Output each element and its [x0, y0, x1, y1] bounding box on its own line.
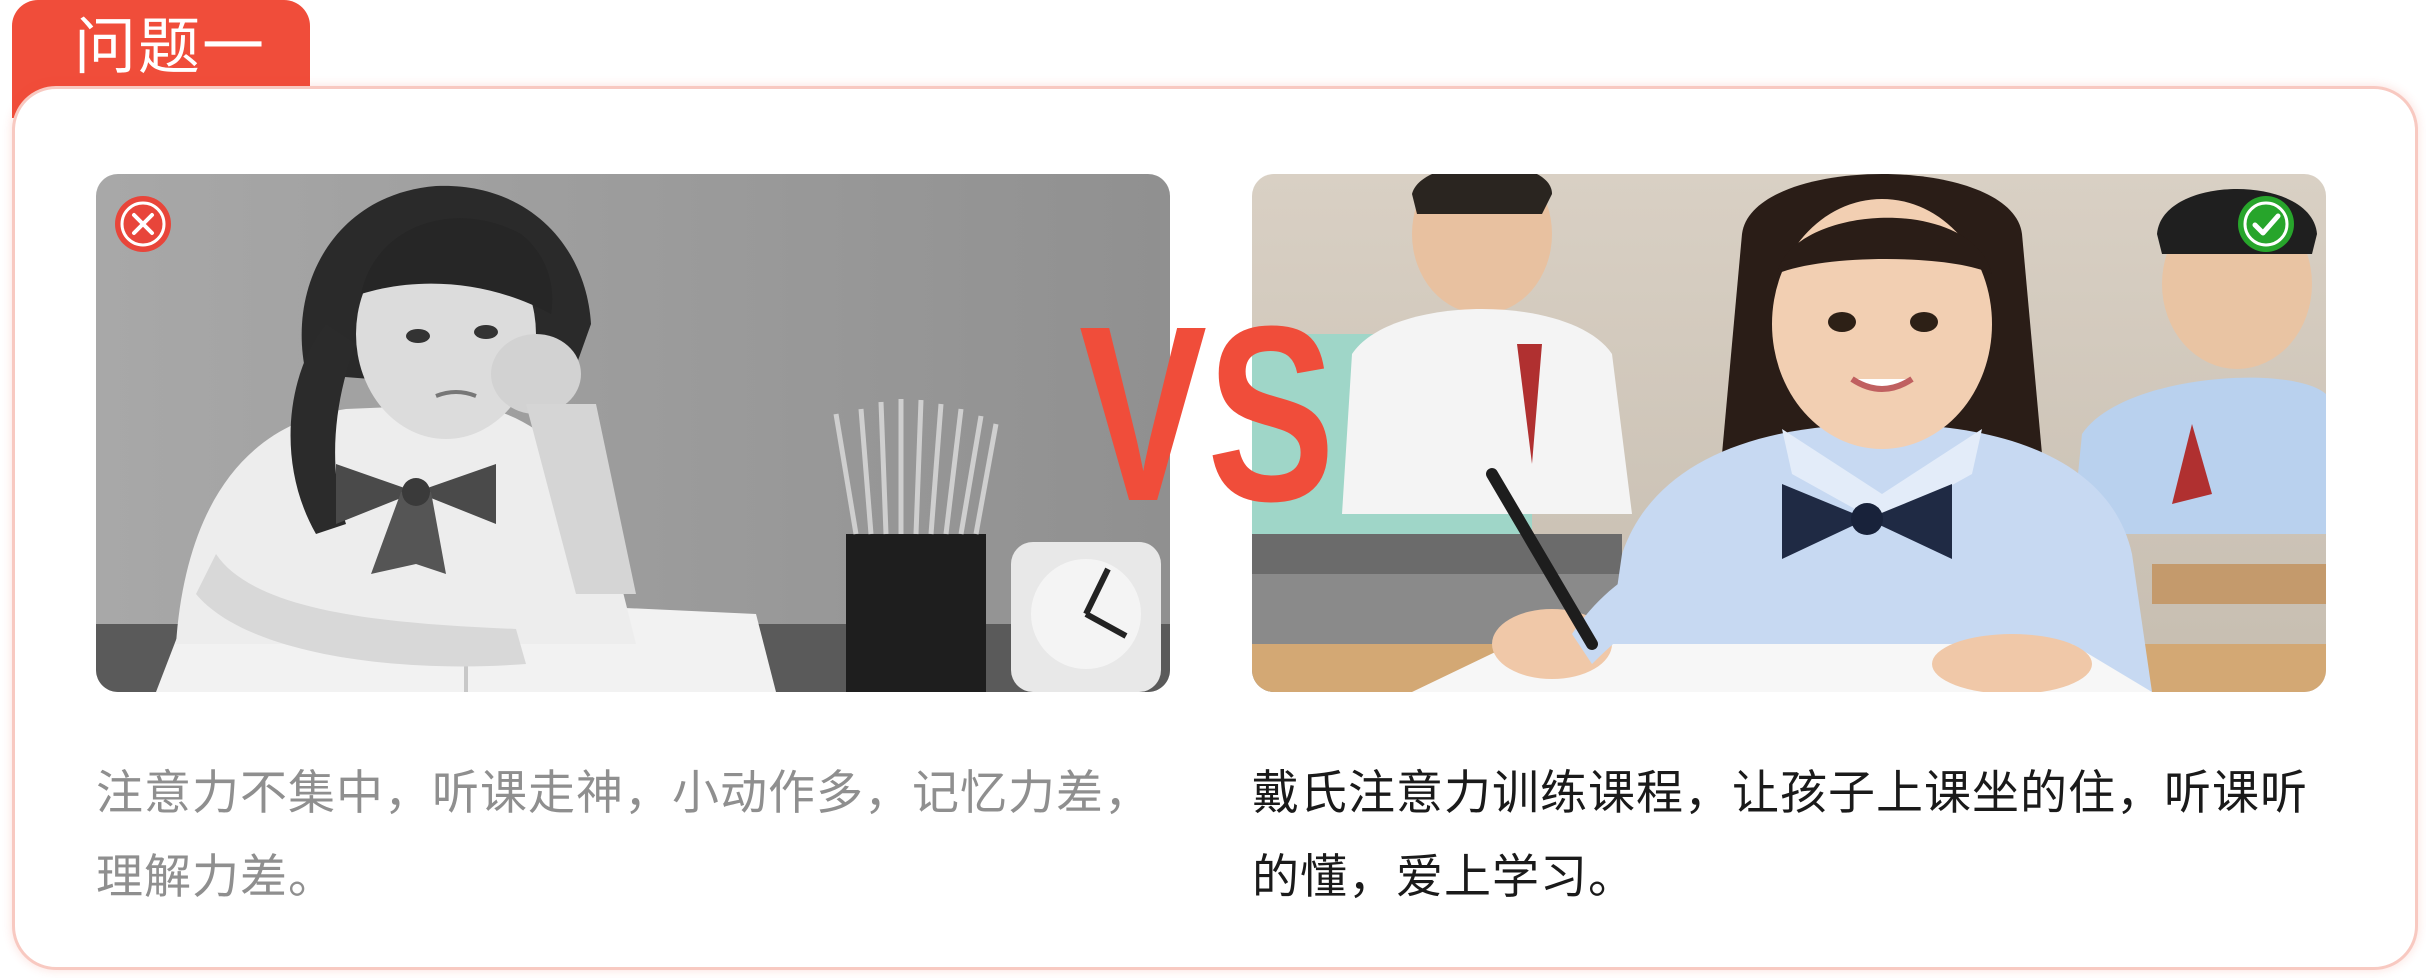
vs-text: VS [1079, 300, 1335, 520]
vs-mark: VS [1076, 300, 1338, 520]
problem-tab-label: 问题一 [74, 10, 267, 83]
check-icon [2238, 196, 2294, 252]
cross-icon [115, 196, 171, 252]
before-photo [96, 174, 1170, 692]
after-photo [1252, 174, 2326, 692]
before-caption: 注意力不集中，听课走神，小动作多，记忆力差，理解力差。 [96, 766, 1152, 905]
after-caption: 戴氏注意力训练课程，让孩子上课坐的住，听课听的懂，爱上学习。 [1252, 766, 2308, 905]
